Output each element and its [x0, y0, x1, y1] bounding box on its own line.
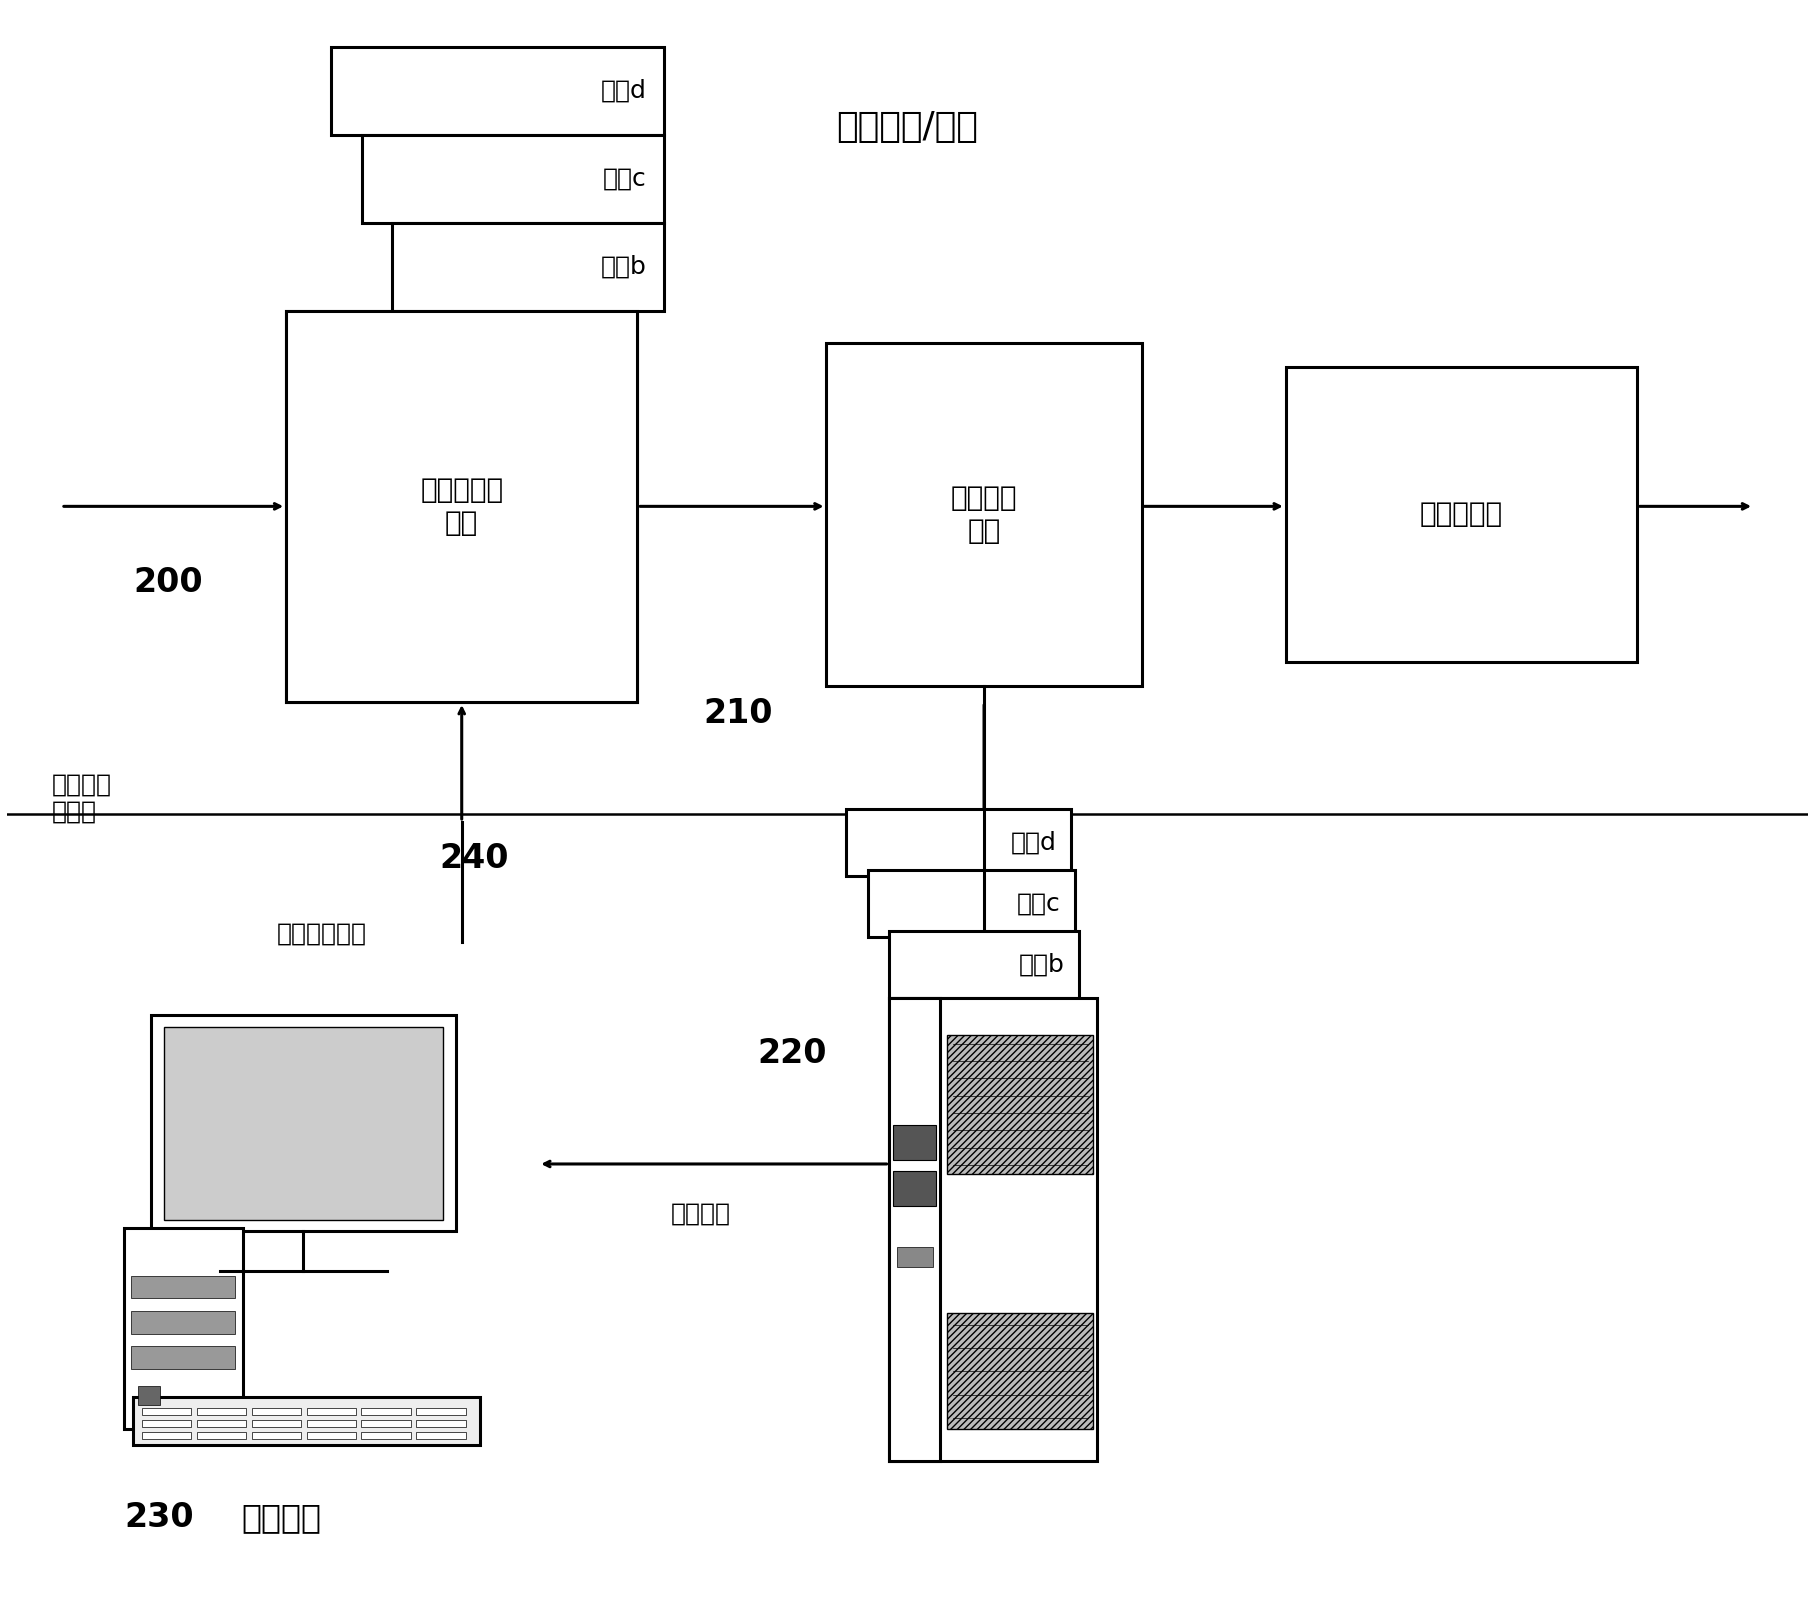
- Bar: [131, 1311, 236, 1333]
- Text: 下一个操作: 下一个操作: [1419, 500, 1502, 529]
- Text: 工具c: 工具c: [602, 166, 646, 190]
- Bar: [947, 1314, 1092, 1430]
- Bar: [287, 311, 637, 703]
- Text: 工具b: 工具b: [1018, 953, 1063, 977]
- Bar: [138, 1386, 160, 1406]
- Bar: [196, 1431, 247, 1440]
- Text: 工具d: 工具d: [1010, 830, 1056, 854]
- Bar: [889, 998, 940, 1460]
- Bar: [889, 930, 1078, 998]
- Text: 历史数据: 历史数据: [669, 1201, 729, 1225]
- Text: 240: 240: [439, 841, 508, 875]
- Text: 工具d: 工具d: [600, 79, 646, 103]
- Text: 分步光刻机
工具: 分步光刻机 工具: [419, 476, 502, 537]
- Text: 临界尺寸
度量: 临界尺寸 度量: [951, 484, 1016, 545]
- Bar: [141, 1420, 190, 1427]
- Bar: [947, 1035, 1092, 1174]
- Bar: [123, 1228, 243, 1430]
- Bar: [131, 1346, 236, 1369]
- Bar: [252, 1431, 301, 1440]
- Bar: [131, 1277, 236, 1298]
- Bar: [141, 1409, 190, 1415]
- Text: 曝光剂量设置: 曝光剂量设置: [278, 922, 366, 946]
- Bar: [415, 1431, 466, 1440]
- Bar: [287, 311, 637, 703]
- Bar: [892, 1125, 936, 1161]
- Bar: [252, 1420, 301, 1427]
- Bar: [252, 1409, 301, 1415]
- Text: 工具c: 工具c: [1016, 891, 1059, 916]
- Bar: [361, 1420, 410, 1427]
- Text: 产品移动
数据流: 产品移动 数据流: [53, 772, 112, 824]
- Bar: [825, 342, 1141, 687]
- Text: 工具b: 工具b: [600, 255, 646, 279]
- Bar: [163, 1027, 443, 1220]
- Bar: [867, 870, 1074, 937]
- Bar: [196, 1409, 247, 1415]
- Bar: [151, 1016, 455, 1232]
- Bar: [307, 1431, 356, 1440]
- Bar: [896, 1248, 932, 1267]
- Bar: [415, 1409, 466, 1415]
- Bar: [141, 1431, 190, 1440]
- Bar: [892, 1172, 936, 1206]
- Bar: [196, 1420, 247, 1427]
- Text: 200: 200: [132, 566, 203, 598]
- Bar: [1284, 366, 1636, 663]
- Bar: [361, 1431, 410, 1440]
- Bar: [330, 47, 664, 135]
- Bar: [132, 1398, 481, 1446]
- Bar: [392, 222, 664, 311]
- Text: 反馈计算: 反馈计算: [241, 1501, 321, 1533]
- Bar: [361, 135, 664, 222]
- Text: 230: 230: [123, 1501, 194, 1533]
- Bar: [845, 809, 1070, 877]
- Text: 210: 210: [702, 696, 773, 730]
- Bar: [415, 1420, 466, 1427]
- Text: 220: 220: [756, 1037, 825, 1070]
- Text: 成熟产品/母版: 成熟产品/母版: [836, 110, 978, 143]
- Bar: [889, 998, 1096, 1460]
- Bar: [307, 1420, 356, 1427]
- Bar: [307, 1409, 356, 1415]
- Bar: [361, 1409, 410, 1415]
